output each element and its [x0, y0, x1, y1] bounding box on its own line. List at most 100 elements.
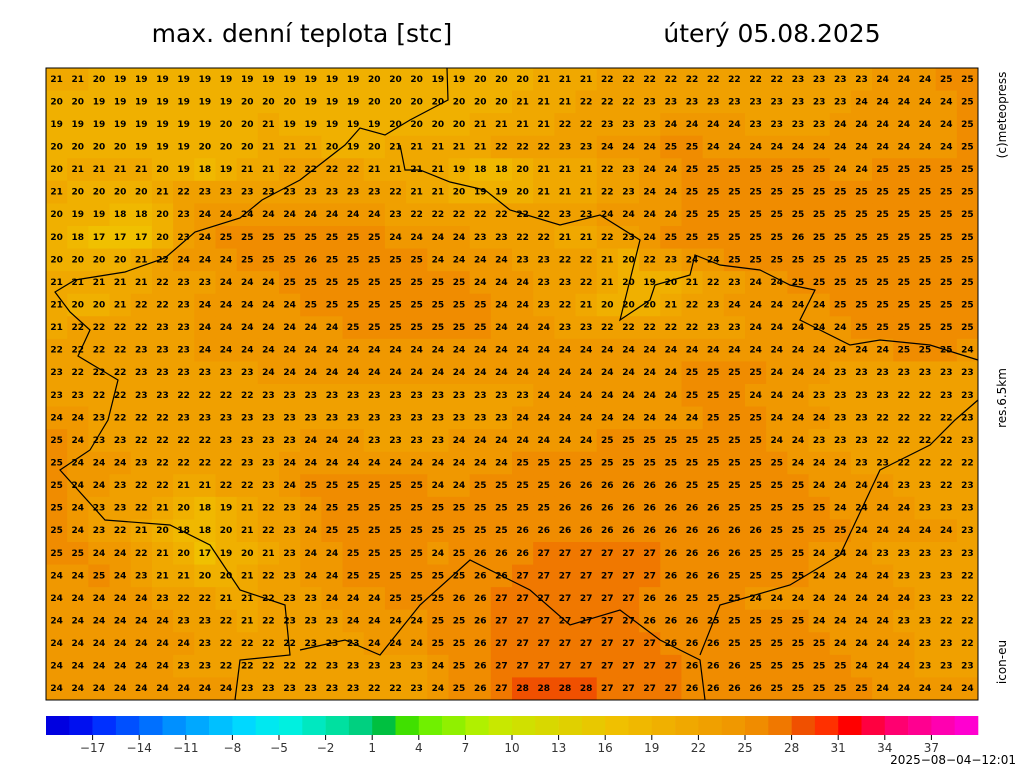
cell-value: 23 — [262, 188, 275, 198]
cell-fill — [173, 384, 195, 408]
cell-value: 26 — [665, 526, 678, 536]
cell-fill — [575, 519, 598, 543]
cell-value: 24 — [538, 346, 551, 356]
cell-value: 25 — [665, 233, 678, 243]
cell-fill — [533, 496, 555, 520]
cell-fill — [850, 226, 873, 250]
cell-fill — [215, 496, 238, 520]
cell-fill — [427, 632, 449, 656]
cell-value: 25 — [410, 526, 423, 536]
cell-fill — [469, 632, 492, 656]
cell-value: 24 — [432, 459, 445, 469]
cell-value: 25 — [495, 481, 508, 491]
cell-value: 22 — [919, 436, 932, 446]
cell-fill — [617, 564, 640, 588]
cell-value: 25 — [432, 617, 445, 627]
cell-value: 24 — [453, 436, 466, 446]
cell-value: 24 — [432, 233, 445, 243]
cell-fill — [681, 542, 704, 566]
cell-value: 27 — [559, 639, 572, 649]
cell-fill — [702, 361, 725, 385]
cell-value: 22 — [559, 120, 572, 130]
cell-fill — [88, 609, 111, 633]
cell-fill — [215, 632, 238, 656]
cell-fill — [829, 113, 852, 137]
cell-value: 24 — [199, 255, 212, 265]
cell-fill — [723, 113, 746, 137]
cell-fill — [850, 542, 873, 566]
cell-value: 24 — [792, 391, 805, 401]
colorbar-swatch — [908, 716, 932, 735]
cell-value: 23 — [93, 504, 106, 514]
cell-value: 22 — [580, 120, 593, 130]
cell-fill — [681, 361, 704, 385]
cell-fill — [723, 271, 746, 295]
cell-value: 25 — [707, 481, 720, 491]
cell-value: 19 — [93, 210, 106, 220]
cell-value: 24 — [72, 617, 85, 627]
cell-value: 17 — [135, 233, 148, 243]
cell-fill — [660, 113, 682, 137]
cell-value: 22 — [114, 346, 127, 356]
cell-value: 21 — [135, 278, 148, 288]
cell-value: 22 — [940, 413, 953, 423]
cell-value: 25 — [940, 323, 953, 333]
cell-fill — [512, 135, 534, 159]
cell-fill — [469, 68, 492, 92]
cell-fill — [109, 564, 132, 588]
colorbar-swatch — [698, 716, 722, 735]
cell-fill — [850, 203, 873, 227]
cell-fill — [469, 451, 492, 475]
colorbar-swatch — [232, 716, 256, 735]
cell-fill — [639, 451, 661, 475]
cell-fill — [427, 271, 449, 295]
colorbar-swatch — [209, 716, 233, 735]
cell-fill — [956, 587, 979, 611]
cell-fill — [617, 384, 640, 408]
cell-fill — [872, 203, 894, 227]
cell-value: 26 — [686, 504, 699, 514]
cell-fill — [935, 474, 958, 498]
cell-fill — [723, 542, 746, 566]
cell-value: 23 — [771, 97, 784, 107]
cell-fill — [257, 429, 280, 453]
cell-value: 27 — [601, 549, 614, 559]
cell-fill — [490, 519, 513, 543]
cell-fill — [893, 451, 915, 475]
cell-fill — [512, 361, 534, 385]
cell-value: 24 — [813, 594, 826, 604]
cell-fill — [279, 474, 301, 498]
cell-value: 25 — [898, 278, 911, 288]
cell-value: 23 — [919, 662, 932, 672]
cell-fill — [448, 542, 471, 566]
cell-value: 19 — [156, 97, 169, 107]
cell-value: 27 — [516, 617, 529, 627]
cell-fill — [808, 429, 831, 453]
cell-value: 23 — [665, 97, 678, 107]
cell-fill — [808, 654, 831, 678]
cell-fill — [914, 68, 937, 92]
cell-fill — [300, 654, 322, 678]
cell-fill — [67, 587, 89, 611]
cell-value: 23 — [283, 413, 296, 423]
cell-fill — [215, 474, 238, 498]
cell-fill — [194, 496, 216, 520]
cell-value: 25 — [961, 165, 974, 175]
cell-fill — [490, 542, 513, 566]
cell-fill — [956, 203, 979, 227]
cell-fill — [681, 384, 704, 408]
cell-fill — [512, 248, 534, 272]
cell-value: 21 — [50, 301, 63, 311]
cell-value: 24 — [643, 346, 656, 356]
cell-fill — [596, 587, 619, 611]
cell-fill — [257, 496, 280, 520]
cell-fill — [617, 609, 640, 633]
cell-fill — [215, 271, 238, 295]
cell-value: 23 — [813, 97, 826, 107]
cell-value: 18 — [114, 210, 127, 220]
cell-fill — [829, 68, 852, 92]
cell-fill — [363, 542, 386, 566]
cell-fill — [236, 135, 259, 159]
cell-value: 24 — [876, 617, 889, 627]
cell-value: 24 — [622, 210, 635, 220]
